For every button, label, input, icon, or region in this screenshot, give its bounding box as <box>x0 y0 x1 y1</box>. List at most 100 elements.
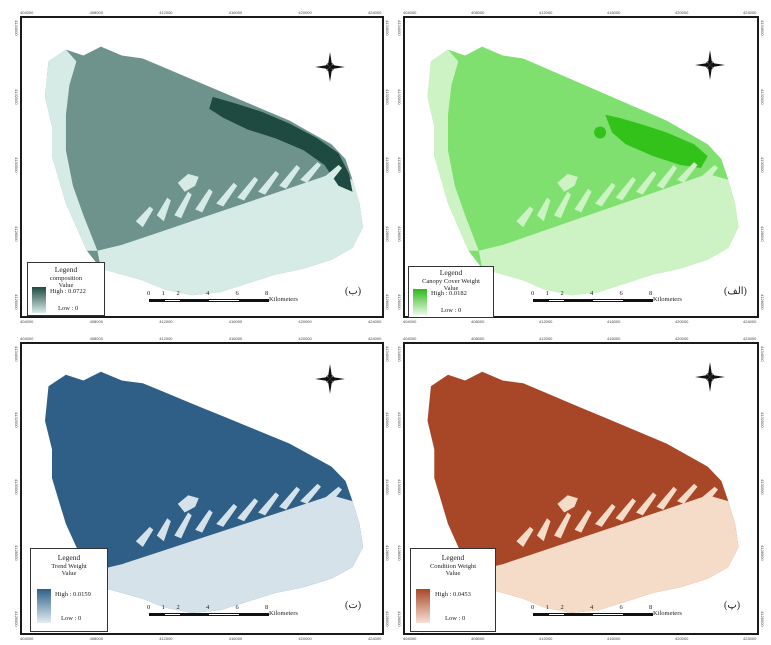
scale-bar-segment <box>563 300 593 301</box>
low-value-patch <box>135 206 154 228</box>
low-value-zone <box>97 173 364 296</box>
northing-tick-label: 4134000 <box>385 346 390 362</box>
legend-title: Legend <box>54 265 78 274</box>
scale-bar-segment <box>622 614 652 615</box>
legend-high-value: High : 0.0722 <box>50 288 86 295</box>
low-value-patch <box>258 170 280 195</box>
low-value-patch <box>536 197 551 222</box>
legend-value-label: Value <box>61 570 77 578</box>
compass-ring <box>325 62 335 72</box>
north-pointer <box>708 50 712 65</box>
scale-bar-tick-label: 2 <box>176 604 180 611</box>
easting-tick-label: 408000 <box>89 319 103 324</box>
north-arrow-icon <box>695 362 725 392</box>
easting-tick-label: 420000 <box>675 319 689 324</box>
northing-tick-label: 4132000 <box>385 88 390 105</box>
low-value-patch <box>300 483 321 504</box>
scale-bar-tick-label: 4 <box>590 604 594 611</box>
easting-tick-label: 424000 <box>368 319 382 324</box>
easting-tick-label: 404000 <box>403 319 417 324</box>
scale-bar-tick-label: 8 <box>649 290 653 297</box>
easting-tick-label: 424000 <box>743 636 757 641</box>
low-value-patch <box>321 165 342 186</box>
scale-bar-unit: Kilometers <box>653 610 682 617</box>
low-value-patch <box>174 512 192 539</box>
legend-title: Legend <box>441 553 465 562</box>
northing-tick-label: 4130000 <box>760 478 765 495</box>
low-value-patch <box>595 182 616 207</box>
low-value-patch <box>321 486 342 507</box>
easting-tick-label: 416000 <box>228 10 243 15</box>
low-value-patch <box>677 483 698 504</box>
east-pointer <box>330 65 345 69</box>
northing-tick-label: 4132000 <box>14 88 19 105</box>
panel-label: (الف) <box>724 286 747 297</box>
scale-bar-tick-label: 4 <box>206 604 210 611</box>
low-value-patch <box>574 509 592 533</box>
scale-bar: 0 1 2 4 6 8 Kilometers <box>531 604 682 620</box>
easting-tick-label: 416000 <box>228 636 243 641</box>
compass-ring <box>325 374 335 384</box>
scale-bar-tick-label: 0 <box>531 290 535 297</box>
east-pointer <box>330 377 345 381</box>
northing-tick-label: 4126000 <box>760 294 765 310</box>
panel-label: (ت) <box>345 600 362 611</box>
low-value-patch <box>279 165 301 189</box>
northing-tick-label: 4128000 <box>385 225 390 242</box>
easting-tick-label: 416000 <box>607 336 621 341</box>
low-value-patch <box>135 526 154 547</box>
northing-tick-label: 4128000 <box>14 225 19 242</box>
easting-tick-label: 420000 <box>675 10 689 15</box>
low-value-patch <box>595 503 616 527</box>
study-area-map <box>427 371 739 613</box>
scale-bar-segment <box>534 300 549 301</box>
northing-tick-label: 4130000 <box>385 157 390 173</box>
low-value-patch <box>279 486 301 510</box>
low-value-patch <box>697 165 718 186</box>
low-value-patch <box>557 173 578 192</box>
low-value-patch <box>536 518 551 542</box>
low-value-patch <box>300 162 321 183</box>
low-value-zone <box>478 495 739 613</box>
scale-bar-tick-label: 1 <box>545 290 549 297</box>
northing-tick-label: 4132000 <box>385 412 390 428</box>
northing-tick-label: 4128000 <box>397 544 402 561</box>
west-pointer <box>315 65 330 69</box>
color-ramp <box>37 589 51 623</box>
scale-bar-line <box>149 613 269 616</box>
easting-tick-label: 416000 <box>607 10 621 15</box>
easting-tick-label: 404000 <box>20 636 34 641</box>
color-ramp <box>416 589 430 623</box>
low-value-patch <box>216 503 238 527</box>
study-area-map <box>45 46 364 296</box>
northing-tick-label: 4126000 <box>397 294 402 310</box>
legend-value-label: Value <box>445 570 461 578</box>
scale-bar-tick-label: 4 <box>206 290 210 297</box>
easting-tick-label: 404000 <box>403 636 417 641</box>
scale-bar-tick-label: 6 <box>619 290 623 297</box>
study-area-map <box>427 46 739 296</box>
map-legend: Legend Trend Weight Value High : 0.0159 … <box>30 548 108 632</box>
low-value-patch <box>195 509 213 533</box>
north-pointer <box>328 364 332 379</box>
legend-layer-name: Canopy Cover Weight <box>422 277 480 285</box>
northing-tick-label: 4130000 <box>14 157 19 173</box>
low-value-patch <box>656 486 677 510</box>
northing-tick-label: 4130000 <box>397 157 402 173</box>
scale-bar-line <box>533 299 653 302</box>
northing-tick-label: 4130000 <box>760 157 765 173</box>
scale-bar-segment <box>238 614 268 615</box>
scale-bar-segment <box>534 614 549 615</box>
easting-tick-label: 416000 <box>228 319 243 324</box>
scale-bar-tick-label: 4 <box>590 290 594 297</box>
color-ramp <box>32 287 46 313</box>
legend-title: Legend <box>439 268 463 277</box>
easting-tick-label: 424000 <box>368 10 382 15</box>
south-pointer <box>708 377 712 392</box>
scale-bar-segment <box>563 614 593 615</box>
low-value-patch <box>156 197 171 222</box>
east-pointer <box>710 63 725 67</box>
west-pointer <box>315 377 330 381</box>
scale-bar-unit: Kilometers <box>269 296 298 303</box>
low-value-patch <box>258 492 280 516</box>
